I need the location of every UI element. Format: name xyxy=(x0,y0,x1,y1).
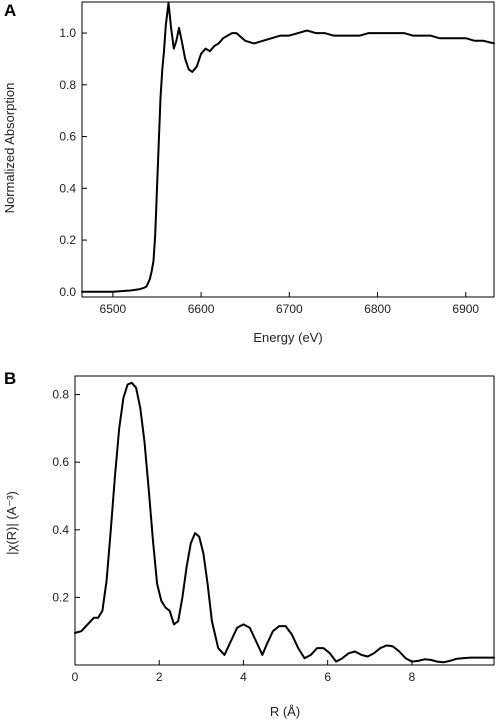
panel-a-chart: 6500 6600 6700 6800 6900 0.0 0.2 0.4 0.6 0.8 1.0 xyxy=(59,1,495,316)
panel-a-y-axis-label: Normalized Absorption xyxy=(2,83,17,214)
panel-b-y-axis-label: |χ(R)| (A⁻³) xyxy=(4,491,19,555)
panel-b-chart: 0 2 4 6 8 0.2 0.4 0.6 0.8 xyxy=(52,375,495,684)
panel-a-x-tick-label: 6800 xyxy=(364,302,391,316)
panel-b-y-tick-label: 0.4 xyxy=(52,523,69,537)
panel-a-series-line xyxy=(81,2,495,293)
panel-b-x-tick-label: 0 xyxy=(72,670,79,684)
panel-b-x-tick-label: 2 xyxy=(156,670,163,684)
panel-b-letter: B xyxy=(4,369,16,388)
panel-b-series-line xyxy=(74,381,495,664)
panel-a-letter: A xyxy=(4,1,16,20)
panel-a-y-tick-label: 0.8 xyxy=(59,78,76,92)
panel-b-x-tick-label: 4 xyxy=(240,670,247,684)
panel-b-y-tick-label: 0.2 xyxy=(52,590,69,604)
panel-a-x-tick-label: 6900 xyxy=(452,302,479,316)
panel-a-y-tick-label: 0.6 xyxy=(59,130,76,144)
panel-a-x-tick-label: 6600 xyxy=(188,302,215,316)
panel-a-x-tick-label: 6500 xyxy=(100,302,127,316)
panel-b-x-tick-label: 8 xyxy=(409,670,416,684)
panel-b-y-tick-label: 0.8 xyxy=(52,388,69,402)
panel-a-plot-frame xyxy=(81,1,495,298)
panel-a-y-tick-label: 1.0 xyxy=(59,26,76,40)
panel-a-x-axis-label: Energy (eV) xyxy=(253,330,322,345)
panel-b-x-tick-label: 6 xyxy=(324,670,331,684)
panel-a-x-tick-label: 6700 xyxy=(276,302,303,316)
panel-b-x-axis-label: R (Å) xyxy=(270,704,300,719)
panel-b-y-tick-label: 0.6 xyxy=(52,455,69,469)
panel-a-y-tick-label: 0.4 xyxy=(59,181,76,195)
panel-b-plot-frame xyxy=(74,375,495,666)
panel-a-y-tick-label: 0.0 xyxy=(59,285,76,299)
panel-a-y-tick-label: 0.2 xyxy=(59,233,76,247)
